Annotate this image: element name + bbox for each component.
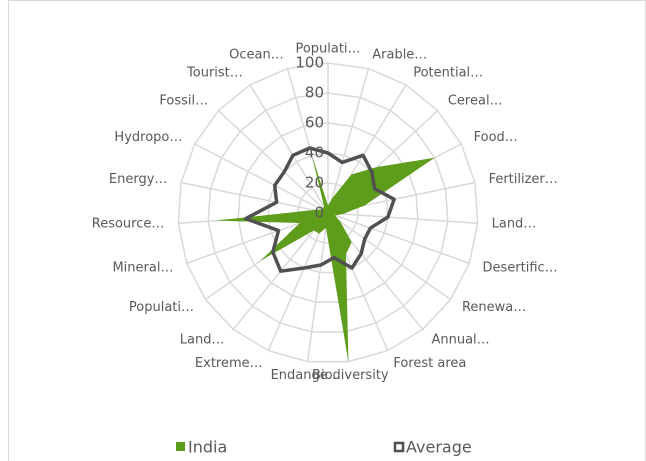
category-label: Cereal… — [448, 94, 503, 109]
spoke — [327, 212, 470, 264]
category-label: Ocean… — [229, 48, 284, 63]
series-area — [215, 155, 435, 362]
category-label: Hydropo… — [114, 130, 182, 145]
grid-line — [177, 62, 479, 363]
spoke — [249, 84, 329, 214]
category-label: Energy… — [109, 172, 168, 187]
category-label: Food… — [474, 130, 518, 145]
legend-label: Average — [406, 438, 472, 457]
legend-swatch — [393, 441, 405, 453]
spoke — [267, 212, 329, 351]
spoke — [327, 212, 451, 301]
category-label: Populati… — [129, 300, 194, 315]
category-label: Fertilizer… — [489, 172, 558, 187]
spoke — [180, 181, 329, 214]
category-label: Tourist… — [186, 65, 243, 80]
y-tick-label: 0 — [314, 204, 324, 222]
category-label: Desertific… — [483, 260, 558, 275]
category-label: Arable… — [372, 48, 427, 63]
spoke — [306, 212, 329, 362]
legend-swatch — [176, 442, 185, 451]
category-label: Land… — [180, 333, 225, 348]
grid-line — [207, 92, 449, 333]
y-tick-label: 40 — [305, 144, 324, 162]
series-line — [243, 146, 396, 273]
category-label: Fossil… — [159, 94, 208, 109]
spoke — [217, 110, 329, 214]
category-label: Renewa… — [462, 300, 526, 315]
y-tick-label: 60 — [305, 114, 324, 132]
category-label: Extreme… — [195, 356, 263, 371]
y-tick-label: 100 — [295, 54, 324, 72]
category-label: Annual… — [431, 333, 489, 348]
category-label: Mineral… — [112, 260, 173, 275]
category-label: Forest area — [393, 356, 466, 371]
y-tick-label: 80 — [305, 84, 324, 102]
category-label: Populati… — [295, 42, 360, 57]
category-label: Endange… — [271, 368, 341, 383]
category-label: Potential… — [413, 65, 483, 80]
category-label: Biodiversity — [312, 368, 389, 383]
category-label: Land… — [492, 217, 537, 232]
spoke — [327, 68, 370, 214]
category-label: Resource… — [92, 217, 165, 232]
spoke — [194, 143, 329, 214]
y-tick-label: 20 — [305, 174, 324, 192]
legend-label: India — [188, 438, 227, 457]
spoke — [327, 212, 478, 224]
